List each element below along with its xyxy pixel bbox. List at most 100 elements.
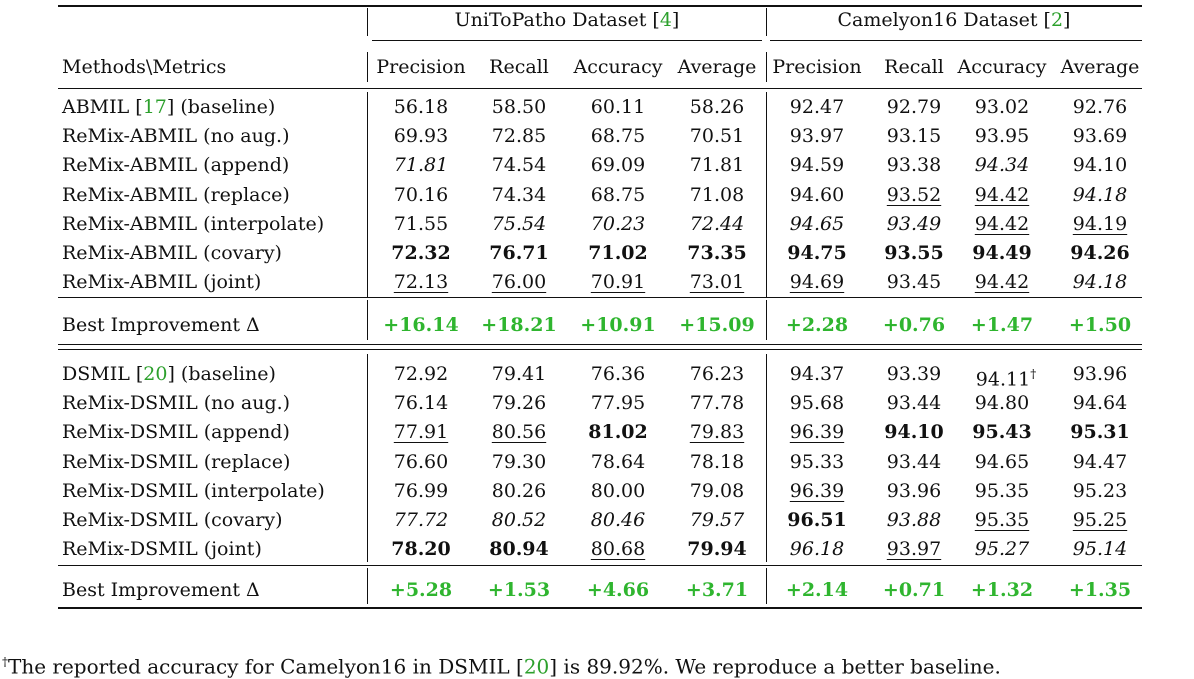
table-cell: 77.78 <box>689 392 745 415</box>
table-cell: 79.94 <box>687 538 747 561</box>
column-header: Average <box>677 56 757 78</box>
table-cell: 76.99 <box>393 479 449 502</box>
table-cell: 74.34 <box>491 183 547 206</box>
table-cell: 94.49 <box>972 242 1032 264</box>
improvement-value: +4.66 <box>586 579 650 601</box>
table-cell: 58.50 <box>491 96 547 118</box>
method-name: ReMix-DSMIL (no aug.) <box>62 392 291 415</box>
improvement-value: +1.47 <box>970 314 1034 336</box>
table-cell: 95.35 <box>974 479 1030 502</box>
table-cell: 95.31 <box>1070 421 1130 444</box>
improvement-value: +3.71 <box>685 579 749 601</box>
table-cell: 93.69 <box>1072 125 1128 148</box>
improvement-value: +2.14 <box>785 579 849 601</box>
footnote: †The reported accuracy for Camelyon16 in… <box>2 650 1001 679</box>
rule <box>58 5 1142 7</box>
divider <box>766 568 767 604</box>
table-cell: 68.75 <box>590 183 646 206</box>
improvement-value: +16.14 <box>383 314 459 336</box>
table-cell: 68.75 <box>590 125 646 148</box>
improvement-value: +1.32 <box>970 579 1034 601</box>
table-cell: 93.44 <box>886 450 942 473</box>
table-cell: 80.68 <box>590 538 646 561</box>
table-cell: 96.51 <box>787 509 847 531</box>
table-cell: 95.43 <box>972 421 1032 444</box>
method-name: ReMix-DSMIL (covary) <box>62 509 283 531</box>
table-cell: 94.64 <box>1072 392 1128 415</box>
table-cell: 76.14 <box>393 392 449 415</box>
table-cell: 93.96 <box>886 479 942 502</box>
table-cell: 72.32 <box>391 242 451 264</box>
table-cell: 78.18 <box>689 450 745 473</box>
table-cell: 95.33 <box>789 450 845 473</box>
table-cell: 80.46 <box>590 509 646 531</box>
table-cell: 92.79 <box>886 96 942 118</box>
rule <box>58 349 1142 350</box>
table-cell: 96.18 <box>789 538 845 561</box>
divider <box>367 52 368 82</box>
improvement-value: +15.09 <box>679 314 755 336</box>
table-cell: 72.13 <box>393 271 449 294</box>
footnote-text: The reported accuracy for Camelyon16 in … <box>8 654 1001 679</box>
table-cell: 71.81 <box>689 154 745 177</box>
method-name: ReMix-DSMIL (append) <box>62 421 290 444</box>
table-cell: 56.18 <box>393 96 449 118</box>
table-cell: 93.44 <box>886 392 942 415</box>
column-header: Accuracy <box>957 56 1047 78</box>
table-cell: 70.91 <box>590 271 646 294</box>
table-cell: 71.81 <box>393 154 449 177</box>
footnote-mark: † <box>2 655 8 669</box>
table-cell: 94.42 <box>974 183 1030 206</box>
table-cell: 94.75 <box>787 242 847 264</box>
method-name: ReMix-ABMIL (replace) <box>62 183 290 206</box>
improvement-value: +0.71 <box>882 579 946 601</box>
table-cell: 69.93 <box>393 125 449 148</box>
table-cell: 80.52 <box>491 509 547 531</box>
table-cell: 79.41 <box>491 363 547 385</box>
table-cell: 94.10 <box>884 421 944 444</box>
group-header: UniToPatho Dataset [4] <box>454 9 680 31</box>
table-cell: 77.91 <box>393 421 449 444</box>
table-cell: 93.55 <box>884 242 944 264</box>
table-cell: 76.71 <box>489 242 549 264</box>
method-name: ReMix-DSMIL (joint) <box>62 538 262 561</box>
table-cell: 94.59 <box>789 154 845 177</box>
rule <box>58 88 1142 89</box>
table-cell: 72.44 <box>689 212 745 235</box>
rule <box>58 297 1142 298</box>
improvement-label: Best Improvement Δ <box>62 314 260 336</box>
table-cell: 81.02 <box>588 421 648 444</box>
table-cell: 95.14 <box>1072 538 1128 561</box>
table-cell: 95.27 <box>974 538 1030 561</box>
table-cell: 94.47 <box>1072 450 1128 473</box>
divider <box>766 8 767 36</box>
divider <box>766 354 767 562</box>
table-cell: 94.10 <box>1072 154 1128 177</box>
table-cell: 95.35 <box>974 509 1030 531</box>
divider <box>367 300 368 340</box>
table-cell: 79.08 <box>689 479 745 502</box>
table-cell: 94.11† <box>976 362 1036 391</box>
table-cell: 94.34 <box>974 154 1030 177</box>
corner-header: Methods\Metrics <box>62 56 227 78</box>
table-cell: 95.23 <box>1072 479 1128 502</box>
table-cell: 78.20 <box>391 538 451 561</box>
divider <box>766 300 767 340</box>
cell-value: 94.11 <box>975 368 1031 391</box>
table-cell: 94.42 <box>974 271 1030 294</box>
table-cell: 93.39 <box>886 363 942 385</box>
table-cell: 94.65 <box>789 212 845 235</box>
table-cell: 72.85 <box>491 125 547 148</box>
table-cell: 70.16 <box>393 183 449 206</box>
improvement-value: +10.91 <box>580 314 656 336</box>
table-cell: 76.00 <box>491 271 547 294</box>
rule <box>58 565 1142 566</box>
divider <box>367 92 368 297</box>
table-cell: 93.96 <box>1072 363 1128 385</box>
method-name: ReMix-ABMIL (interpolate) <box>62 212 325 235</box>
table-cell: 93.97 <box>886 538 942 561</box>
table-cell: 71.55 <box>393 212 449 235</box>
improvement-value: +2.28 <box>785 314 849 336</box>
rule <box>372 40 762 41</box>
divider <box>367 354 368 562</box>
